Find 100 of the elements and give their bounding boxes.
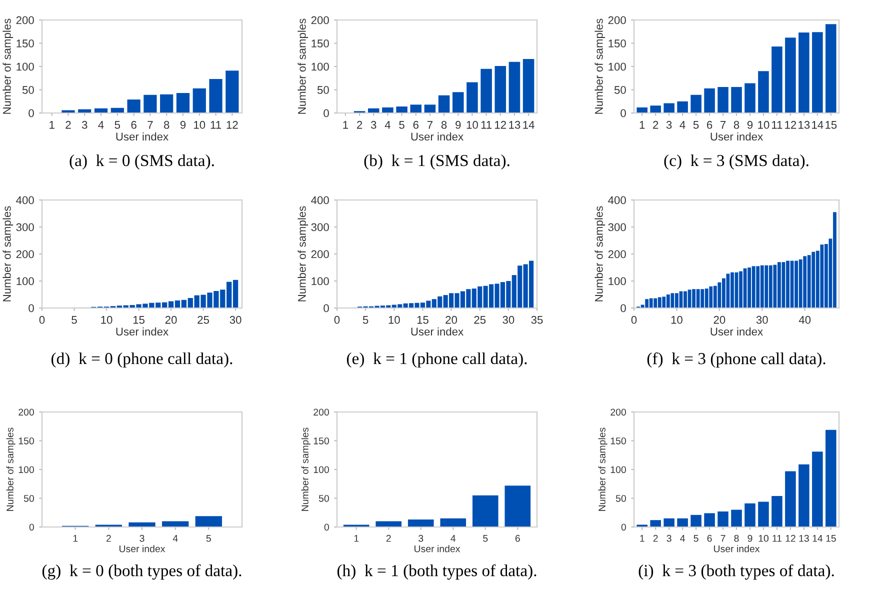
x-tick-label: 10 <box>194 120 206 129</box>
y-tick-label: 50 <box>317 86 329 94</box>
x-axis-title: User index <box>710 132 763 141</box>
x-tick-label: 12 <box>495 120 506 129</box>
y-tick-label: 100 <box>608 277 626 286</box>
y-tick-label: 0 <box>620 304 626 312</box>
y-tick-label: 400 <box>311 196 329 204</box>
x-tick-label: 30 <box>230 316 242 324</box>
x-tick-label: 14 <box>812 534 823 542</box>
y-tick-label: 200 <box>314 408 329 416</box>
x-tick-label: 25 <box>474 316 486 324</box>
y-tick-label: 0 <box>620 109 626 118</box>
x-tick-label: 14 <box>523 121 534 129</box>
y-tick-label: 200 <box>610 408 626 416</box>
x-tick-label: 9 <box>748 534 752 542</box>
y-tick-label: 50 <box>24 494 34 502</box>
x-tick-label: 6 <box>707 120 712 129</box>
x-tick-label: 12 <box>786 534 796 542</box>
y-tick-label: 50 <box>616 494 626 502</box>
y-tick-label: 300 <box>311 223 329 232</box>
y-tick-label: 200 <box>16 250 34 258</box>
text: (h) k = 1 (both types of data). <box>337 564 536 580</box>
x-tick-label: 5 <box>693 121 699 129</box>
x-tick-label: 10 <box>101 316 112 324</box>
x-tick-label: 1 <box>640 534 644 542</box>
y-tick-label: 200 <box>18 408 34 416</box>
y-tick-label: 100 <box>16 62 34 71</box>
x-tick-label: 9 <box>747 120 753 129</box>
y-axis-title: Number of samples <box>594 206 606 302</box>
y-tick-label: 150 <box>608 40 626 48</box>
x-tick-label: 6 <box>413 120 418 129</box>
y-tick-label: 150 <box>312 40 329 48</box>
x-tick-label: 25 <box>198 316 210 324</box>
x-tick-label: 1 <box>73 534 78 542</box>
x-tick-label: 2 <box>357 120 362 129</box>
y-axis-title: Number of samples <box>298 18 308 114</box>
x-tick-label: 7 <box>720 534 726 542</box>
y-tick-label: 200 <box>608 250 626 258</box>
y-tick-label: 300 <box>608 223 626 232</box>
x-tick-label: 2 <box>386 534 391 542</box>
x-tick-label: 10 <box>758 120 770 129</box>
x-tick-label: 8 <box>441 120 447 129</box>
x-tick-label: 40 <box>798 316 811 324</box>
y-tick-label: 100 <box>18 466 34 474</box>
x-tick-label: 3 <box>140 534 144 542</box>
text: (e) k = 1 (phone call data). <box>346 352 527 368</box>
x-tick-label: 5 <box>694 534 698 542</box>
x-tick-label: 4 <box>450 534 456 542</box>
x-tick-label: 8 <box>734 534 739 542</box>
x-tick-label: 11 <box>772 534 782 542</box>
y-tick-label: 200 <box>311 16 329 24</box>
x-tick-label: 2 <box>653 534 658 542</box>
x-tick-label: 15 <box>417 316 428 324</box>
x-tick-label: 10 <box>388 316 400 324</box>
x-axis-title: User index <box>710 327 763 336</box>
x-tick-label: 11 <box>772 121 782 129</box>
x-tick-label: 10 <box>671 316 682 324</box>
x-tick-label: 5 <box>72 316 77 324</box>
x-axis-title: User index <box>414 545 460 552</box>
x-tick-label: 6 <box>515 534 520 542</box>
x-tick-label: 2 <box>66 120 71 129</box>
x-tick-label: 1 <box>343 121 348 129</box>
x-tick-label: 9 <box>180 120 186 129</box>
y-axis-title: Number of samples <box>594 18 606 114</box>
y-tick-label: 50 <box>22 86 34 94</box>
x-tick-label: 5 <box>483 534 488 542</box>
x-tick-label: 6 <box>131 120 136 129</box>
y-tick-label: 100 <box>314 466 329 474</box>
x-tick-label: 3 <box>666 120 672 129</box>
y-tick-label: 0 <box>324 304 329 312</box>
text: (g) k = 0 (both types of data). <box>42 564 242 580</box>
x-axis-title: User index <box>116 327 168 336</box>
x-tick-label: 10 <box>466 120 478 129</box>
x-tick-label: 15 <box>826 121 837 129</box>
x-tick-label: 14 <box>812 121 824 129</box>
x-tick-label: 0 <box>334 316 340 324</box>
x-tick-label: 8 <box>734 120 740 129</box>
x-tick-label: 3 <box>418 534 424 542</box>
x-tick-label: 4 <box>680 534 685 542</box>
x-tick-label: 4 <box>384 121 390 129</box>
y-tick-label: 0 <box>29 524 34 531</box>
x-tick-label: 15 <box>826 534 836 542</box>
x-tick-label: 1 <box>50 121 54 129</box>
x-tick-label: 2 <box>653 120 658 129</box>
x-axis-title: User index <box>714 545 760 552</box>
x-tick-label: 12 <box>785 120 796 129</box>
x-tick-label: 30 <box>756 316 768 324</box>
x-tick-label: 10 <box>758 534 768 542</box>
y-tick-label: 200 <box>608 16 626 24</box>
x-tick-label: 3 <box>82 120 88 129</box>
x-tick-label: 5 <box>114 121 120 129</box>
y-axis-title: Number of samples <box>2 18 14 114</box>
y-tick-label: 400 <box>16 196 34 204</box>
y-tick-label: 0 <box>324 524 329 531</box>
x-tick-label: 20 <box>165 316 177 324</box>
text: (b) k = 1 (SMS data). <box>364 154 510 170</box>
x-tick-label: 4 <box>98 121 104 129</box>
x-tick-label: 7 <box>720 121 726 129</box>
x-axis-title: User index <box>120 545 166 552</box>
text: (f) k = 3 (phone call data). <box>647 352 826 368</box>
